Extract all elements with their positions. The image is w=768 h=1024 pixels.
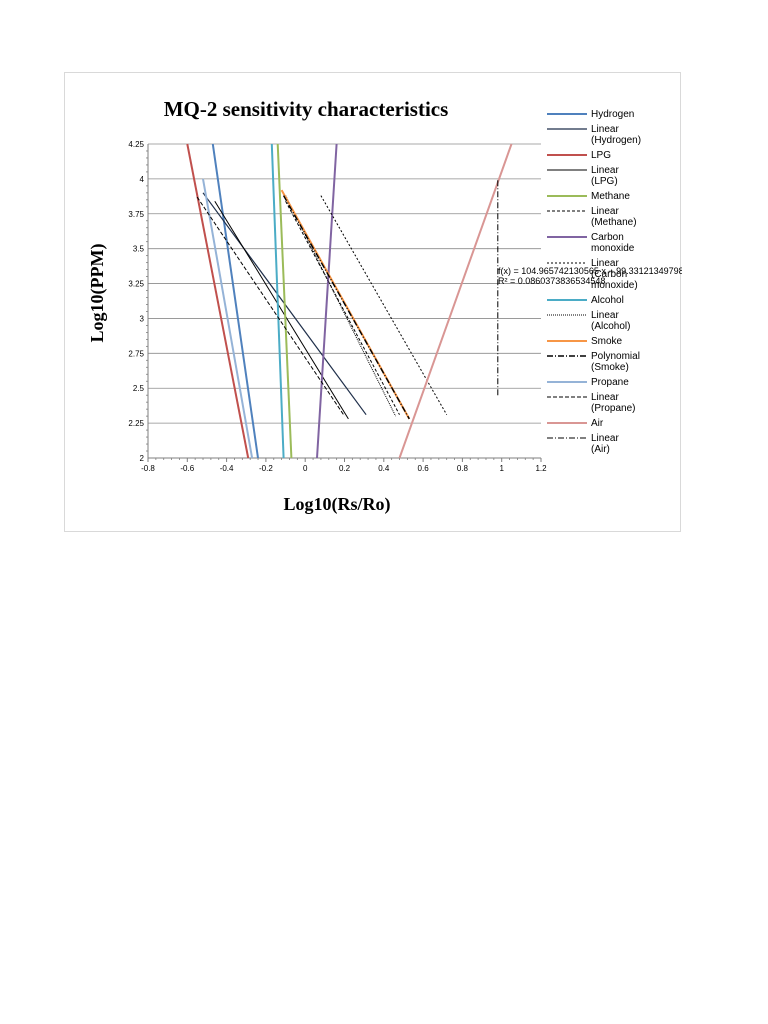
series-lines	[186, 143, 513, 459]
legend-item: Methane	[547, 191, 630, 202]
legend-item: Linear (LPG)	[547, 165, 619, 187]
y-tick-label: 2.25	[128, 419, 144, 428]
x-tick-label: -0.6	[180, 464, 194, 473]
legend-item: Linear (Alcohol)	[547, 310, 630, 332]
y-tick-labels: 2 2.25 2.5 2.75 3 3.25 3.5 3.75 4 4.25	[128, 140, 144, 463]
series-line	[211, 143, 259, 459]
legend-label: Hydrogen	[591, 109, 634, 120]
series-line	[202, 178, 254, 459]
x-tick-label: 1	[499, 464, 504, 473]
legend-item: LPG	[547, 150, 611, 161]
legend-item: Smoke	[547, 336, 623, 347]
x-tick-label: -0.2	[259, 464, 273, 473]
chart-svg: MQ-2 sensitivity characteristics -0.8 -0.…	[87, 97, 682, 515]
x-axis-label: Log10(Rs/Ro)	[284, 494, 391, 515]
y-tick-label: 3.75	[128, 210, 144, 219]
x-tick-label: 0	[303, 464, 308, 473]
chart-frame: MQ-2 sensitivity characteristics -0.8 -0.…	[64, 72, 682, 532]
legend-label: Alcohol	[591, 295, 624, 306]
legend-label: LPG	[591, 150, 611, 161]
legend-label: Linear (Methane)	[591, 206, 637, 228]
y-tick-label: 4.25	[128, 140, 144, 149]
series-line	[186, 143, 250, 459]
x-tick-label: 0.6	[418, 464, 430, 473]
trendline-equation: f(x) = 104.96574213056​5 x − 99.33121349…	[498, 266, 682, 276]
x-tick-label: -0.4	[220, 464, 234, 473]
legend-label: Propane	[591, 377, 629, 388]
legend-label: Polynomial (Smoke)	[591, 351, 640, 373]
y-tick-label: 2.5	[133, 384, 145, 393]
legend-label: Air	[591, 418, 604, 429]
x-tick-label: 0.8	[457, 464, 469, 473]
legend-item: Linear (Methane)	[547, 206, 637, 228]
y-tick-label: 3.5	[133, 245, 145, 254]
axes	[146, 144, 542, 462]
legend-item: Air	[547, 418, 604, 429]
annotations: f(x) = 104.96574213056​5 x − 99.33121349…	[498, 266, 682, 286]
legend-item: Propane	[547, 377, 629, 388]
series-line	[316, 143, 338, 459]
y-tick-label: 2.75	[128, 349, 144, 358]
series-line	[398, 143, 513, 459]
trendline-r-squared: R² = 0.0860373836534548	[498, 276, 605, 286]
legend-label: Linear (Air)	[591, 433, 619, 455]
series-line	[276, 143, 293, 459]
y-tick-label: 4	[140, 175, 145, 184]
x-tick-label: 0.2	[339, 464, 351, 473]
legend-label: Linear (Carbon monoxide)	[591, 258, 638, 291]
legend-item: Linear (Hydrogen)	[547, 124, 641, 146]
legend-item: Alcohol	[547, 295, 624, 306]
legend-label: Linear (Alcohol)	[591, 310, 630, 332]
y-tick-label: 3	[140, 314, 145, 323]
series-line	[214, 200, 349, 420]
y-tick-label: 2	[140, 454, 145, 463]
series-line	[270, 143, 285, 459]
legend-item: Linear (Air)	[547, 433, 619, 455]
x-tick-label: -0.8	[141, 464, 155, 473]
y-axis-label: Log10(PPM)	[87, 244, 108, 343]
legend-item: Carbon monoxide	[547, 232, 635, 254]
series-line	[282, 195, 410, 420]
x-tick-label: 1.2	[535, 464, 547, 473]
legend-item: Linear (Carbon monoxide)	[547, 258, 638, 291]
x-tick-label: 0.4	[378, 464, 390, 473]
series-line	[285, 200, 400, 415]
legend-label: Carbon monoxide	[591, 232, 635, 254]
y-tick-label: 3.25	[128, 280, 144, 289]
legend-label: Linear (Hydrogen)	[591, 124, 641, 146]
legend-label: Methane	[591, 191, 630, 202]
legend-item: Linear (Propane)	[547, 392, 635, 414]
legend-label: Smoke	[591, 336, 623, 347]
legend-item: Polynomial (Smoke)	[547, 351, 640, 373]
legend-label: Linear (Propane)	[591, 392, 635, 414]
legend-item: Hydrogen	[547, 109, 634, 120]
x-tick-labels: -0.8 -0.6 -0.4 -0.2 0 0.2 0.4 0.6 0.8 1 1.2	[141, 464, 547, 473]
chart-title: MQ-2 sensitivity characteristics	[164, 97, 449, 121]
legend: Hydrogen Linear (Hydrogen) LPG Linear (LPG) Me…	[547, 109, 641, 455]
legend-label: Linear (LPG)	[591, 165, 619, 187]
series-line	[196, 196, 345, 417]
